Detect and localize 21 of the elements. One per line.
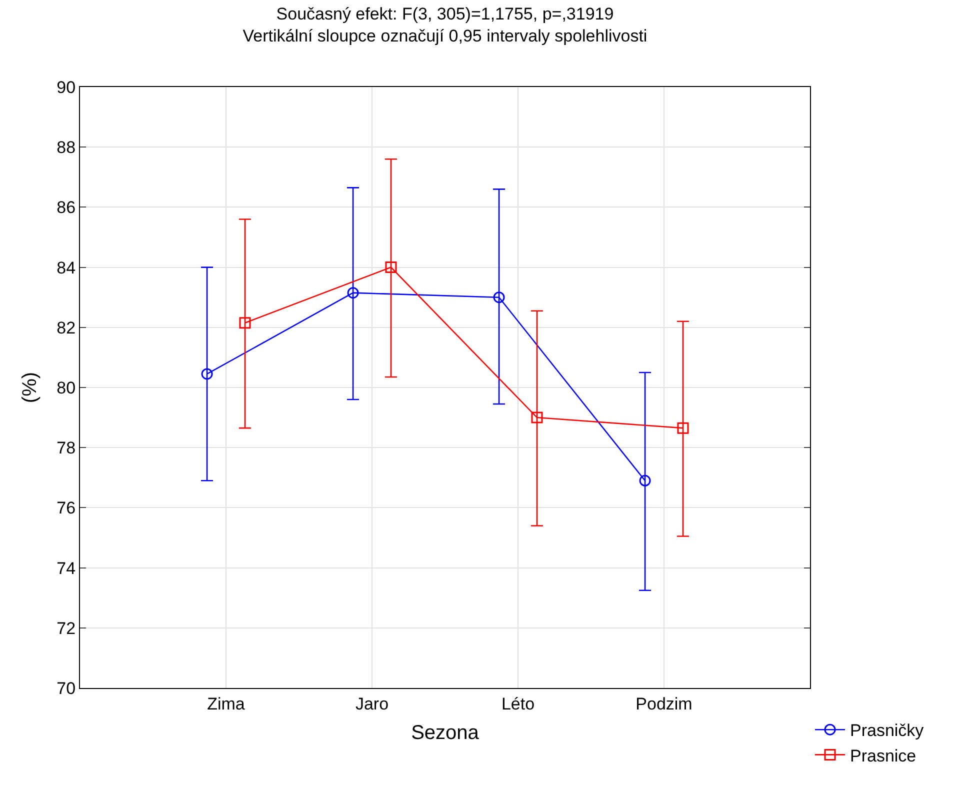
- y-tick-label: 74: [56, 558, 76, 578]
- chart-title: Současný efekt: F(3, 305)=1,1755, p=,31919: [276, 4, 614, 24]
- y-tick-label: 86: [56, 198, 76, 218]
- x-tick-label: Jaro: [355, 694, 389, 714]
- y-tick-label: 88: [56, 138, 76, 158]
- y-tick-label: 90: [56, 78, 76, 97]
- y-tick-label: 70: [56, 678, 76, 698]
- y-tick-label: 82: [56, 318, 76, 338]
- chart-subtitle: Vertikální sloupce označují 0,95 intervaly spolehlivosti: [242, 26, 648, 46]
- y-tick-label: 72: [56, 618, 76, 638]
- y-tick-label: 76: [56, 498, 76, 518]
- y-tick-label: 78: [56, 438, 76, 458]
- y-axis-title: (%): [19, 372, 42, 404]
- x-tick-label: Léto: [501, 694, 535, 714]
- legend-label: Prasnice: [850, 746, 916, 766]
- x-tick-label: Podzim: [636, 694, 692, 714]
- y-tick-label: 84: [56, 258, 76, 278]
- legend-label: Prasničky: [850, 721, 924, 740]
- y-tick-label: 80: [56, 378, 76, 398]
- x-tick-label: Zima: [207, 694, 246, 714]
- x-axis-title: Sezona: [411, 722, 480, 744]
